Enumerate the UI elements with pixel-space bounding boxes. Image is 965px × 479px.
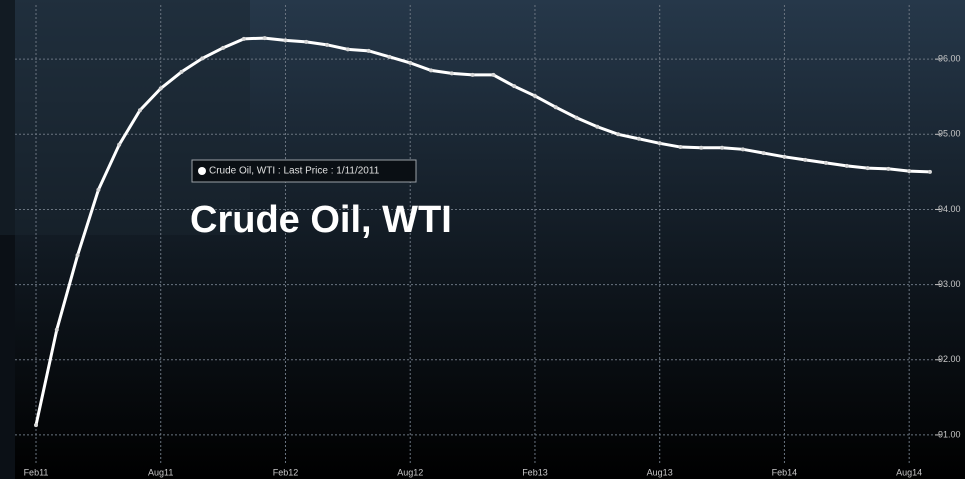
data-point — [595, 124, 600, 129]
x-tick-label: Feb11 — [24, 467, 49, 477]
y-tick-label: 94.00 — [938, 204, 961, 214]
x-tick-label: Aug12 — [397, 467, 423, 477]
data-point — [720, 145, 725, 150]
data-point — [616, 132, 621, 137]
data-point — [803, 157, 808, 162]
data-point — [34, 423, 38, 428]
data-point — [574, 115, 579, 120]
data-point — [678, 145, 683, 150]
data-point — [470, 72, 475, 77]
data-point — [636, 136, 641, 141]
data-point — [553, 105, 558, 110]
data-point — [865, 166, 870, 171]
data-point — [283, 38, 288, 43]
data-point — [117, 142, 122, 147]
data-point — [325, 42, 330, 47]
data-point — [241, 36, 246, 41]
data-point — [387, 54, 392, 59]
data-point — [200, 56, 205, 61]
data-point — [761, 151, 766, 156]
data-point — [158, 86, 163, 91]
data-point — [740, 147, 745, 152]
y-tick-label: 96.00 — [938, 53, 961, 63]
data-point — [366, 48, 371, 53]
series-line — [34, 36, 931, 426]
y-tick-label: 93.00 — [938, 279, 961, 289]
data-point — [449, 71, 454, 76]
x-tick-label: Feb13 — [522, 467, 548, 477]
data-point — [429, 68, 434, 73]
data-point — [512, 84, 517, 89]
data-point — [824, 160, 829, 165]
data-point — [532, 93, 537, 98]
data-point — [304, 39, 309, 44]
data-point — [408, 60, 413, 65]
data-point — [844, 163, 849, 168]
data-point — [699, 145, 704, 150]
y-tick-label: 95.00 — [938, 129, 961, 139]
data-point — [75, 253, 80, 258]
x-tick-label: Aug14 — [896, 467, 922, 477]
data-point — [491, 72, 496, 77]
data-point — [927, 169, 932, 174]
x-tick-label: Aug13 — [647, 467, 673, 477]
legend-label: Crude Oil, WTI : Last Price : 1/11/2011 — [209, 166, 380, 177]
y-tick-label: 91.00 — [938, 429, 961, 439]
y-tick-label: 92.00 — [938, 354, 961, 364]
data-point — [96, 187, 101, 192]
x-tick-label: Feb14 — [772, 467, 798, 477]
x-tick-label: Aug11 — [148, 467, 173, 477]
data-point — [221, 45, 226, 50]
data-point — [345, 47, 350, 52]
chart-title: Crude Oil, WTI — [190, 199, 452, 241]
x-tick-label: Feb12 — [273, 467, 299, 477]
data-point — [137, 108, 142, 113]
data-point — [907, 169, 912, 174]
data-point — [657, 141, 662, 146]
data-point — [782, 154, 787, 159]
overlap-window — [0, 0, 250, 235]
data-point — [54, 327, 59, 332]
legend-dot — [198, 167, 206, 175]
data-point — [886, 166, 891, 171]
legend-box — [191, 159, 417, 183]
data-point — [262, 36, 267, 41]
data-point — [179, 69, 184, 74]
